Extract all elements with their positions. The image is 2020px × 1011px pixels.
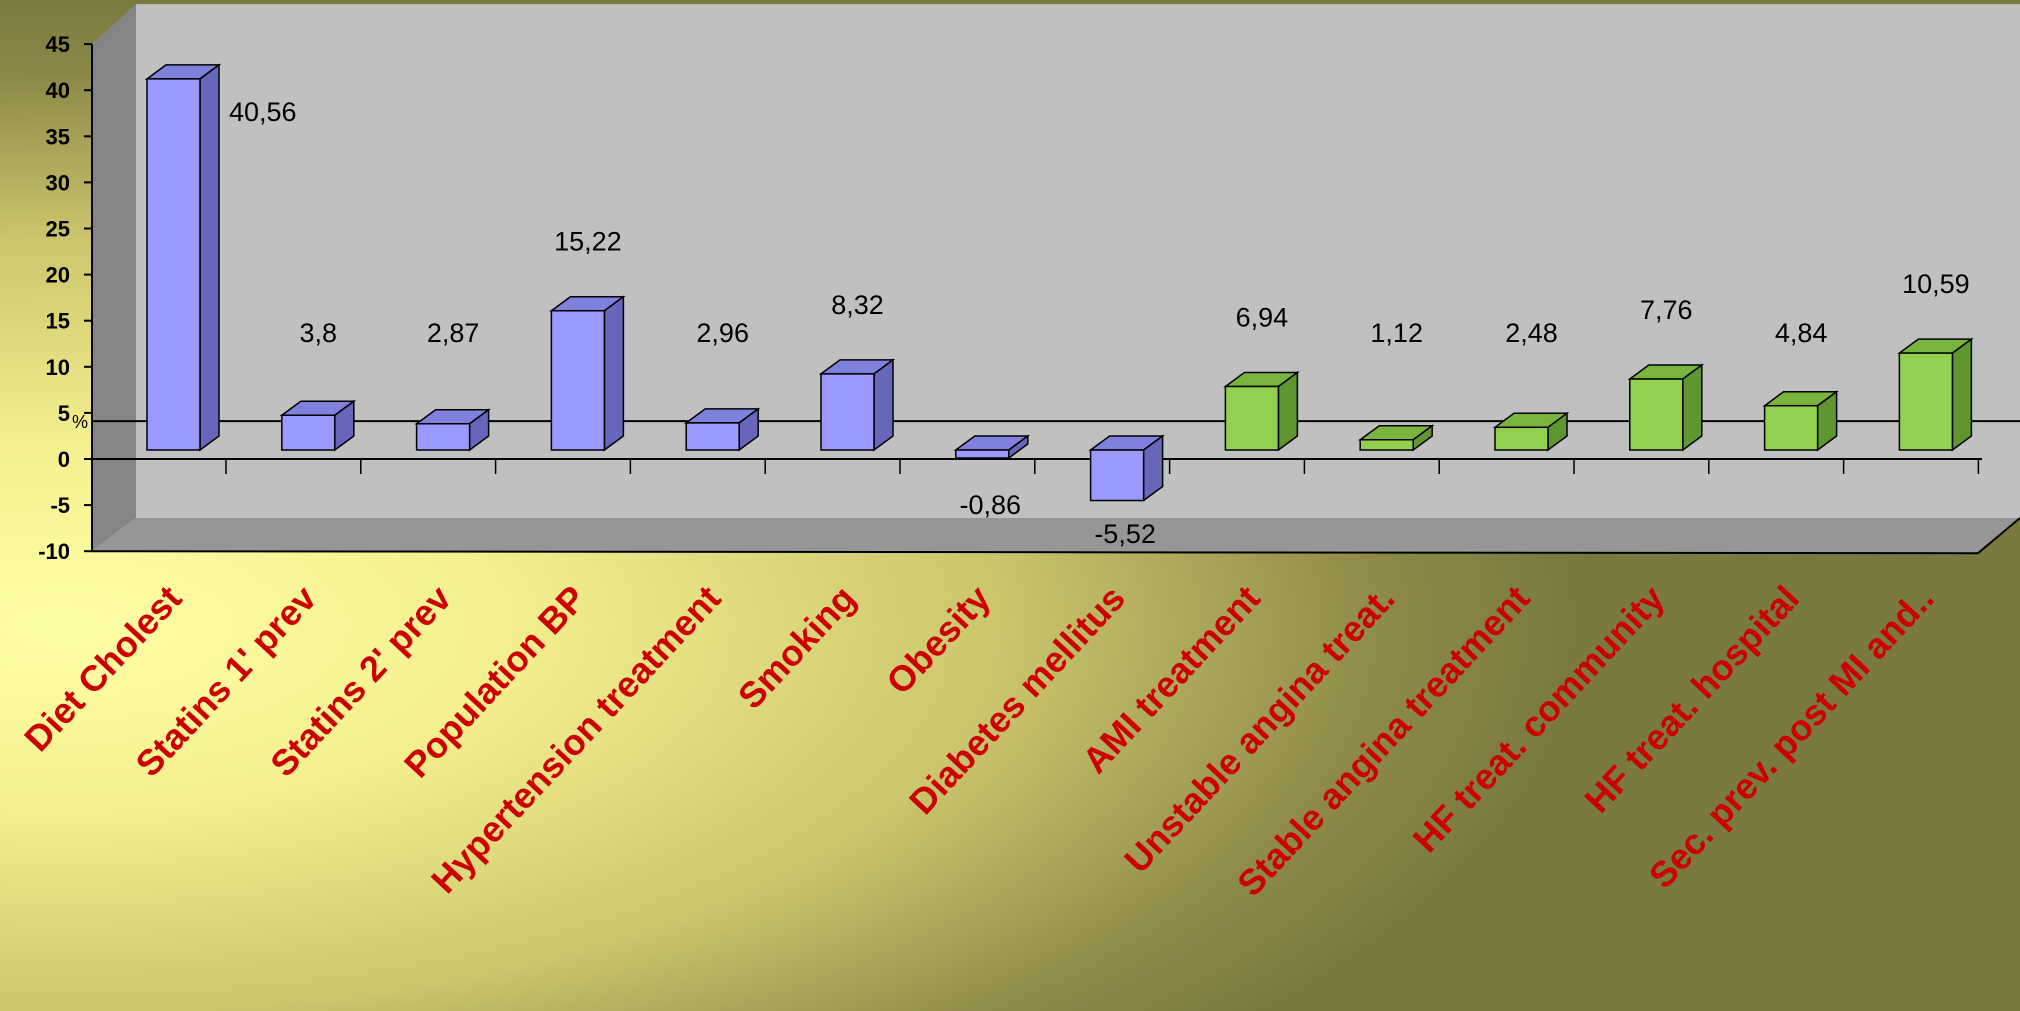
bar-front <box>956 450 1009 458</box>
bar <box>686 409 758 450</box>
data-label: 10,59 <box>1902 269 1970 299</box>
bar-front <box>1765 406 1818 450</box>
bar-front <box>282 415 335 450</box>
y-tick-label: 0 <box>58 447 70 472</box>
y-tick-label: -5 <box>50 493 70 518</box>
bar-side <box>874 360 893 450</box>
data-label: -0,86 <box>960 490 1022 520</box>
bar <box>1765 392 1837 450</box>
bar-front <box>551 311 604 450</box>
bar <box>282 401 354 450</box>
bar <box>1225 372 1297 450</box>
bar-front <box>686 423 739 450</box>
data-label: 40,56 <box>229 97 297 127</box>
bar-side <box>1278 372 1297 450</box>
y-axis: -10 -5 0 5 10 15 20 25 30 35 40 45% <box>38 32 92 564</box>
bar <box>1630 365 1702 450</box>
y-tick-label: 25 <box>46 217 70 242</box>
category-label: Unstable angina treat. <box>1116 577 1402 880</box>
y-tick-label: 35 <box>46 124 70 149</box>
data-label: 2,96 <box>696 318 749 348</box>
data-label: 3,8 <box>300 318 338 348</box>
y-tick-label: 5 <box>58 401 70 426</box>
y-unit-label: % <box>72 412 88 432</box>
bar-side <box>1952 339 1971 450</box>
bar <box>551 297 623 450</box>
bar-front <box>1360 440 1413 450</box>
bar-side <box>200 65 219 450</box>
side-wall <box>92 4 136 551</box>
y-tick-label: 40 <box>46 78 70 103</box>
bar-side <box>1683 365 1702 450</box>
bar-front <box>147 79 200 450</box>
bar-front <box>1091 450 1144 501</box>
bar <box>1091 436 1163 501</box>
bar-front <box>1630 379 1683 450</box>
data-label: 4,84 <box>1775 318 1828 348</box>
data-label: 1,12 <box>1370 318 1423 348</box>
y-tick-label: 45 <box>46 32 70 57</box>
bar-side <box>604 297 623 450</box>
data-label: 7,76 <box>1640 295 1693 325</box>
y-tick-label: -10 <box>38 539 70 564</box>
y-tick-label: 20 <box>46 263 70 288</box>
category-label: Sec. prev. post MI and.. <box>1641 577 1942 896</box>
bar <box>1495 413 1567 450</box>
bar-front <box>1495 427 1548 450</box>
data-label: 15,22 <box>554 227 622 257</box>
y-tick-label: 30 <box>46 170 70 195</box>
bar-front <box>417 424 470 450</box>
bar <box>147 65 219 450</box>
data-label: 2,87 <box>427 318 480 348</box>
category-label: Smoking <box>730 577 864 716</box>
category-label: HF treat. community <box>1405 577 1672 860</box>
floor <box>92 518 2020 553</box>
plot-area <box>92 4 2020 553</box>
category-label: Obesity <box>878 577 998 702</box>
data-label: 6,94 <box>1236 302 1289 332</box>
bar-front <box>821 374 874 450</box>
bar-front <box>1225 386 1278 450</box>
data-label: 8,32 <box>831 290 884 320</box>
y-tick-label: 10 <box>46 355 70 380</box>
bar <box>1899 339 1971 450</box>
bar <box>417 410 489 450</box>
data-label: 2,48 <box>1505 318 1558 348</box>
bar <box>821 360 893 450</box>
data-label: -5,52 <box>1094 519 1156 549</box>
bar-front <box>1899 353 1952 450</box>
y-tick-label: 15 <box>46 309 70 334</box>
